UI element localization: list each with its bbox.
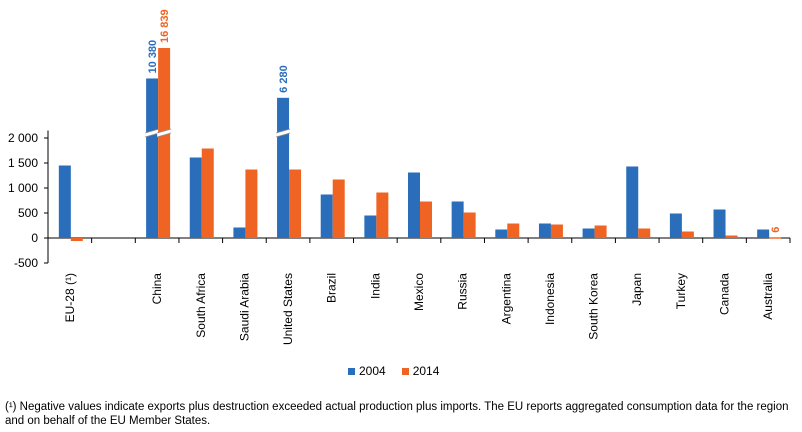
legend-item-2004: 2004 — [348, 364, 386, 378]
bar-2014-mexico — [420, 201, 432, 238]
category-label: Turkey — [674, 273, 688, 309]
y-tick-label: 1 500 — [8, 156, 38, 170]
category-label: China — [150, 273, 164, 305]
axis-break-line — [145, 132, 160, 138]
bar-2014-indonesia — [550, 224, 563, 238]
bar-2014-india — [376, 192, 389, 238]
bar-2004-india — [364, 215, 377, 238]
category-label: Saudi Arabia — [237, 273, 251, 341]
category-label: South Korea — [587, 273, 601, 340]
bar-2004-united-states — [277, 97, 290, 238]
category-label: Mexico — [412, 273, 426, 311]
category-label: Japan — [630, 273, 644, 306]
y-tick-label: -500 — [14, 256, 38, 270]
bar-2014-argentina — [507, 223, 520, 238]
category-label: EU-28 (¹) — [63, 273, 77, 322]
bar-2004-eu-28- — [58, 165, 71, 238]
category-label: Argentina — [499, 273, 513, 325]
bar-2014-south-korea — [594, 225, 607, 238]
bar-2004-turkey — [669, 213, 682, 238]
axis-break-mark — [276, 129, 291, 137]
axis-break-line — [157, 132, 172, 138]
category-label: Canada — [718, 273, 732, 315]
bar-2014-japan — [638, 228, 651, 238]
bar-2014-russia — [463, 212, 476, 238]
bar-2004-argentina — [495, 229, 508, 238]
bar-2014-canada — [725, 235, 738, 238]
data-label: 6 — [770, 227, 782, 233]
bar-2014-eu-28- — [70, 238, 83, 241]
bar-2014-australia — [769, 237, 782, 239]
y-tick-label: 2 000 — [8, 131, 38, 145]
data-label: 10 380 — [147, 40, 159, 74]
legend-label-2004: 2004 — [359, 364, 386, 378]
axis-break-mark — [145, 129, 160, 137]
data-label: 6 280 — [278, 65, 290, 93]
bar-2004-japan — [626, 166, 639, 238]
legend: 2004 2014 — [348, 364, 439, 378]
legend-swatch-2014 — [401, 367, 409, 375]
axis-break-mark — [157, 129, 172, 137]
bar-2014-china — [158, 48, 171, 238]
bar-2004-indonesia — [538, 223, 551, 238]
bar-2004-china — [146, 78, 159, 239]
y-tick-label: 1 000 — [8, 181, 38, 195]
category-label: South Africa — [194, 273, 208, 338]
bar-2004-canada — [713, 209, 726, 238]
category-label: Brazil — [325, 273, 339, 303]
bar-2014-turkey — [681, 231, 694, 238]
bar-2004-australia — [757, 229, 770, 238]
bar-2004-russia — [451, 201, 464, 238]
category-label: India — [368, 273, 382, 299]
legend-swatch-2004 — [348, 367, 355, 375]
axis-break-line — [145, 128, 160, 134]
y-tick-label: 500 — [18, 206, 38, 220]
axis-break-line — [275, 128, 291, 134]
axis-break-line — [157, 128, 172, 134]
bar-2004-mexico — [408, 172, 420, 238]
legend-label-2014: 2014 — [412, 364, 440, 378]
category-label: Russia — [456, 273, 470, 310]
bar-2004-south-korea — [582, 228, 595, 238]
bar-2004-south-africa — [189, 157, 202, 238]
bar-2004-saudi-arabia — [233, 227, 246, 238]
bar-2014-saudi-arabia — [245, 169, 258, 238]
category-label: Indonesia — [543, 273, 557, 325]
category-label: Australia — [761, 273, 775, 320]
y-tick-label: 0 — [31, 231, 38, 245]
category-label: United States — [281, 273, 295, 345]
axis-break-line — [275, 132, 291, 138]
bar-2014-united-states — [289, 169, 302, 238]
bar-2004-brazil — [320, 194, 333, 238]
bar-2014-brazil — [332, 179, 345, 238]
footnote: (¹) Negative values indicate exports plu… — [5, 401, 789, 427]
data-label: 16 839 — [159, 9, 171, 43]
bar-2014-south-africa — [201, 148, 214, 238]
legend-item-2014: 2014 — [401, 364, 440, 378]
